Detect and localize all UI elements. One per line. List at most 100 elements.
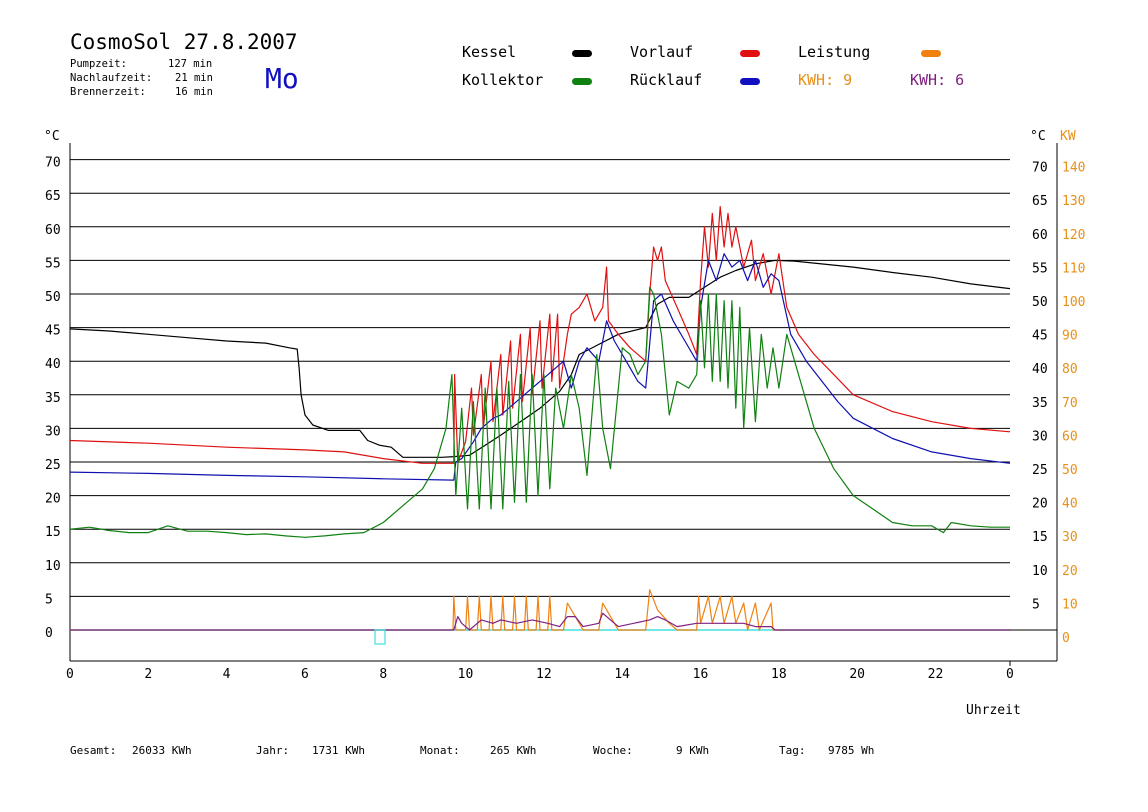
y-tick-right-25: 25 xyxy=(1032,463,1048,478)
y-tick-right-30: 30 xyxy=(1032,429,1048,444)
footer-tag-value: 9785 Wh xyxy=(828,744,875,757)
y-tick-left-15: 15 xyxy=(45,525,61,540)
x-tick-3: 6 xyxy=(301,667,309,682)
y-tick-right-40: 40 xyxy=(1032,362,1048,377)
y-tick-left-10: 10 xyxy=(45,559,61,574)
x-tick-6: 12 xyxy=(536,667,552,682)
x-tick-1: 2 xyxy=(144,667,152,682)
footer-monat-value: 265 KWh xyxy=(490,744,537,757)
y-tick-left-55: 55 xyxy=(45,256,61,271)
x-tick-2: 4 xyxy=(223,667,231,682)
legend-kwh-leistung: KWH: 9 xyxy=(798,71,853,89)
x-tick-8: 16 xyxy=(693,667,709,682)
y-axis-power-unit: KW xyxy=(1060,129,1076,144)
footer-monat-label: Monat: xyxy=(420,744,460,757)
x-tick-11: 22 xyxy=(928,667,944,682)
time-marker-icon xyxy=(374,629,386,645)
footer-jahr-label: Jahr: xyxy=(256,744,290,757)
kw-tick-80: 80 xyxy=(1062,362,1078,377)
x-tick-4: 8 xyxy=(379,667,387,682)
series-kollektor-line xyxy=(69,286,1010,538)
y-tick-right-50: 50 xyxy=(1032,295,1048,310)
x-tick-7: 14 xyxy=(614,667,630,682)
y-tick-left-20: 20 xyxy=(45,492,61,507)
x-tick-10: 20 xyxy=(849,667,865,682)
kw-tick-120: 120 xyxy=(1062,228,1085,243)
series-ruecklauf-line xyxy=(69,253,1011,481)
stat-nachlaufzeit-label: Nachlaufzeit: xyxy=(70,72,153,84)
stat-brennerzeit-label: Brennerzeit: xyxy=(70,86,146,98)
stat-nachlaufzeit-value: 21 min xyxy=(175,72,213,84)
x-tick-0: 0 xyxy=(66,667,74,682)
y-tick-right-60: 60 xyxy=(1032,228,1048,243)
y-tick-left-65: 65 xyxy=(45,189,61,204)
y-tick-left-50: 50 xyxy=(45,290,61,305)
legend-kollektor-label: Kollektor xyxy=(462,71,544,89)
y-tick-right-20: 20 xyxy=(1032,497,1048,512)
kw-tick-90: 90 xyxy=(1062,329,1078,344)
legend-leistung-label: Leistung xyxy=(798,43,871,61)
y-tick-right-45: 45 xyxy=(1032,329,1048,344)
kw-tick-10: 10 xyxy=(1062,597,1078,612)
footer-tag-label: Tag: xyxy=(779,744,806,757)
y-tick-left-70: 70 xyxy=(45,156,61,171)
stat-brennerzeit-value: 16 min xyxy=(175,86,213,98)
y-tick-right-15: 15 xyxy=(1032,530,1048,545)
footer-woche-label: Woche: xyxy=(593,744,633,757)
legend-kessel-label: Kessel xyxy=(462,43,517,61)
series-kwh2-line xyxy=(70,612,1010,631)
chart-title: CosmoSol 27.8.2007 xyxy=(70,30,298,54)
x-tick-9: 18 xyxy=(771,667,787,682)
kw-tick-140: 140 xyxy=(1062,161,1085,176)
kw-tick-20: 20 xyxy=(1062,564,1078,579)
footer-jahr-value: 1731 KWh xyxy=(312,744,365,757)
y-tick-right-35: 35 xyxy=(1032,396,1048,411)
legend-vorlauf-swatch xyxy=(740,50,760,57)
series-kessel-line xyxy=(69,259,1011,458)
x-tick-5: 10 xyxy=(458,667,474,682)
x-tick-12: 0 xyxy=(1006,667,1014,682)
y-tick-right-10: 10 xyxy=(1032,564,1048,579)
y-tick-left-30: 30 xyxy=(45,424,61,439)
kw-tick-0: 0 xyxy=(1062,631,1070,646)
x-axis-label: Uhrzeit xyxy=(966,703,1021,718)
y-axis-left-unit: °C xyxy=(44,129,60,144)
kw-tick-50: 50 xyxy=(1062,463,1078,478)
series-leistung-line xyxy=(70,589,1010,631)
legend-leistung-swatch xyxy=(921,50,941,57)
footer-woche-value: 9 KWh xyxy=(676,744,710,757)
series-vorlauf-line xyxy=(69,206,1011,464)
y-tick-left-25: 25 xyxy=(45,458,61,473)
weekday-label: Mo xyxy=(265,62,299,95)
legend-ruecklauf-swatch xyxy=(740,78,760,85)
y-tick-right-55: 55 xyxy=(1032,261,1048,276)
y-tick-left-40: 40 xyxy=(45,357,61,372)
y-axis-right-unit: °C xyxy=(1030,129,1046,144)
kw-tick-130: 130 xyxy=(1062,194,1085,209)
y-tick-left-35: 35 xyxy=(45,391,61,406)
series-layer xyxy=(69,206,1011,631)
legend-vorlauf-label: Vorlauf xyxy=(630,43,694,61)
y-tick-right-5: 5 xyxy=(1032,597,1040,612)
kw-tick-70: 70 xyxy=(1062,396,1078,411)
kw-tick-40: 40 xyxy=(1062,497,1078,512)
y-tick-left-45: 45 xyxy=(45,324,61,339)
y-tick-right-70: 70 xyxy=(1032,161,1048,176)
y-tick-left-5: 5 xyxy=(45,592,53,607)
legend-kwh-second: KWH: 6 xyxy=(910,71,965,89)
kw-tick-60: 60 xyxy=(1062,429,1078,444)
y-tick-left-60: 60 xyxy=(45,223,61,238)
kw-tick-110: 110 xyxy=(1062,261,1085,276)
y-tick-left-0: 0 xyxy=(45,626,53,641)
legend-ruecklauf-label: Rücklauf xyxy=(630,71,703,89)
kw-tick-100: 100 xyxy=(1062,295,1085,310)
legend-kessel-swatch xyxy=(572,50,592,57)
legend-kollektor-swatch xyxy=(572,78,592,85)
footer-gesamt-value: 26033 KWh xyxy=(132,744,192,757)
stat-pumpzeit-label: Pumpzeit: xyxy=(70,58,127,70)
footer-gesamt-label: Gesamt: xyxy=(70,744,117,757)
kw-tick-30: 30 xyxy=(1062,530,1078,545)
stat-pumpzeit-value: 127 min xyxy=(168,58,213,70)
